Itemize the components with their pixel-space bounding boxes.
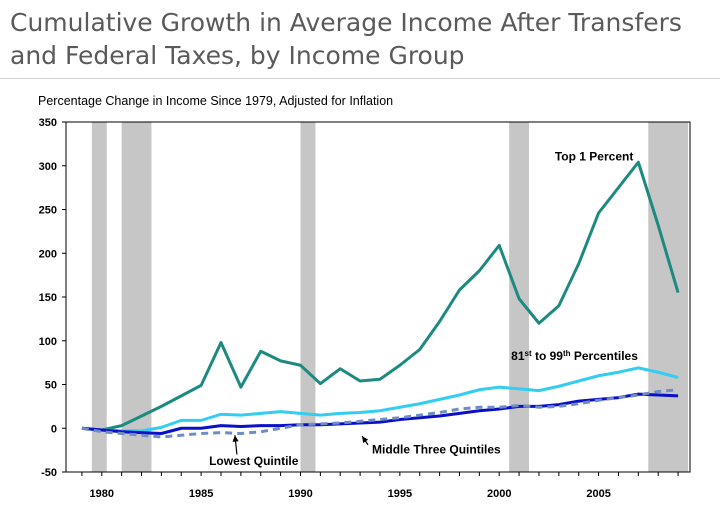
series-line-lowest-quintile	[81, 388, 679, 439]
x-tick-label: 1990	[288, 488, 312, 500]
x-tick-label: 2005	[586, 488, 610, 500]
annotation-label-3: Lowest Quintile	[209, 454, 299, 468]
y-tick-label: 100	[39, 336, 57, 348]
annotation-arrowhead-2	[362, 436, 369, 444]
x-tick-label: 1980	[90, 488, 114, 500]
title-divider	[0, 78, 720, 79]
annotation-label-1: 81st to 99th Percentiles	[511, 349, 638, 364]
y-tick-label: 350	[39, 117, 57, 129]
chart-subtitle: Percentage Change in Income Since 1979, …	[38, 94, 394, 108]
recession-band-2	[300, 122, 316, 472]
x-tick-label: 2000	[487, 488, 511, 500]
annotation-label-2: Middle Three Quintiles	[372, 443, 501, 457]
annotation-arrowhead-3	[232, 435, 239, 442]
series-line-middle-three-quintiles	[81, 392, 679, 435]
y-tick-label: 200	[39, 248, 57, 260]
annotation-label-0: Top 1 Percent	[555, 150, 633, 164]
y-tick-label: 300	[39, 161, 57, 173]
annotations: Top 1 Percent 81st to 99th Percentiles Mid…	[209, 150, 638, 469]
x-tick-label: 1995	[388, 488, 412, 500]
series-line-81st-to-99th-percentiles	[81, 366, 679, 433]
recession-band-0	[91, 122, 107, 472]
page-title: Cumulative Growth in Average Income Afte…	[10, 8, 682, 70]
axes: -50 0 50 100 150 200 250 300 350 1980 1985 1990 1995…	[39, 117, 691, 500]
y-tick-label: 250	[39, 205, 57, 217]
series-line-top-1-percent	[81, 160, 680, 432]
y-tick-label: -50	[41, 467, 57, 479]
plot-frame	[65, 121, 691, 473]
y-tick-label: 150	[39, 292, 57, 304]
y-tick-label: 50	[45, 380, 57, 392]
recession-band-4	[648, 122, 689, 472]
y-tick-label: 0	[51, 423, 57, 435]
x-tick-label: 1985	[189, 488, 213, 500]
series-lines	[81, 160, 680, 439]
